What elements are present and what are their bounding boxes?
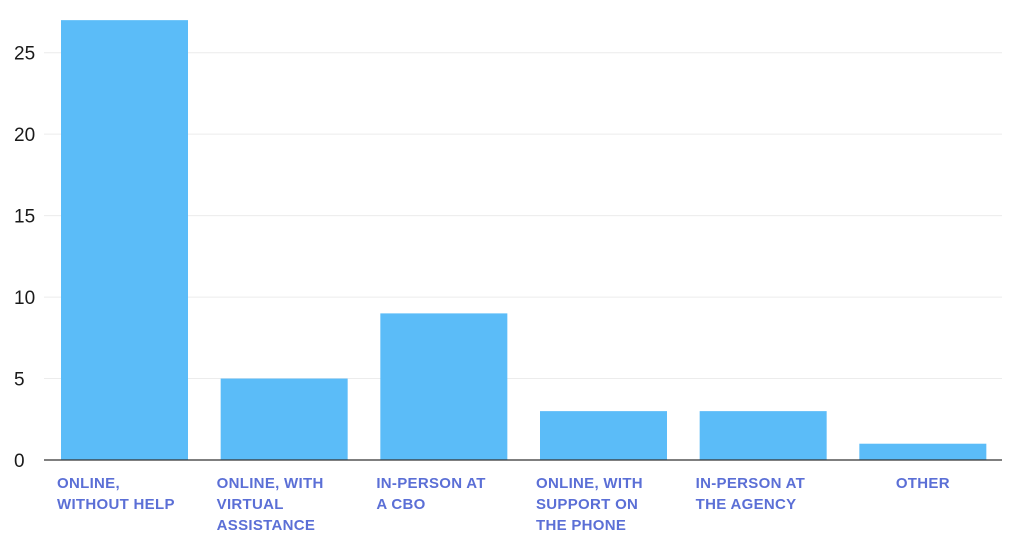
y-axis-ticks: 0 5 10 15 20 25: [14, 44, 35, 472]
x-category-label-line: IN-PERSON AT: [696, 475, 805, 492]
bar: [540, 411, 667, 460]
x-category-label-line: VIRTUAL: [217, 496, 284, 513]
x-category-label-line: THE AGENCY: [696, 496, 797, 513]
bar: [699, 411, 827, 460]
x-category-label: ONLINE, WITH SUPPORT ON THE PHONE: [536, 475, 643, 534]
x-category-label: IN-PERSON AT THE AGENCY: [696, 475, 805, 513]
x-category-label: IN-PERSON AT A CBO: [376, 475, 485, 513]
x-category-label-line: IN-PERSON AT: [376, 475, 485, 492]
x-category-label-line: ASSISTANCE: [217, 517, 316, 534]
x-category-label-line: SUPPORT ON: [536, 496, 638, 513]
x-category-label-line: ONLINE, WITH: [217, 475, 324, 492]
grid-lines: [44, 52, 1002, 380]
x-category-label-line: ONLINE, WITH: [536, 475, 643, 492]
y-tick-label: 0: [14, 451, 25, 472]
x-axis-labels: ONLINE, WITHOUT HELP ONLINE, WITH VIRTUAL AS…: [57, 475, 950, 534]
x-category-label: OTHER: [896, 475, 950, 492]
bar: [380, 313, 508, 460]
x-category-label: ONLINE, WITHOUT HELP: [57, 475, 175, 513]
y-tick-label: 25: [14, 44, 35, 65]
x-category-label-line: WITHOUT HELP: [57, 496, 175, 513]
x-category-label: ONLINE, WITH VIRTUAL ASSISTANCE: [217, 475, 324, 534]
bars: [61, 20, 987, 461]
bar: [61, 20, 188, 461]
x-category-label-line: A CBO: [376, 496, 425, 513]
y-tick-label: 10: [14, 288, 35, 309]
y-tick-label: 20: [14, 125, 35, 146]
x-category-label-line: THE PHONE: [536, 517, 626, 534]
x-category-label-line: ONLINE,: [57, 475, 120, 492]
y-tick-label: 15: [14, 207, 35, 228]
bar: [859, 443, 987, 460]
bar: [220, 378, 348, 460]
x-category-label-line: OTHER: [896, 475, 950, 492]
y-tick-label: 5: [14, 370, 25, 391]
